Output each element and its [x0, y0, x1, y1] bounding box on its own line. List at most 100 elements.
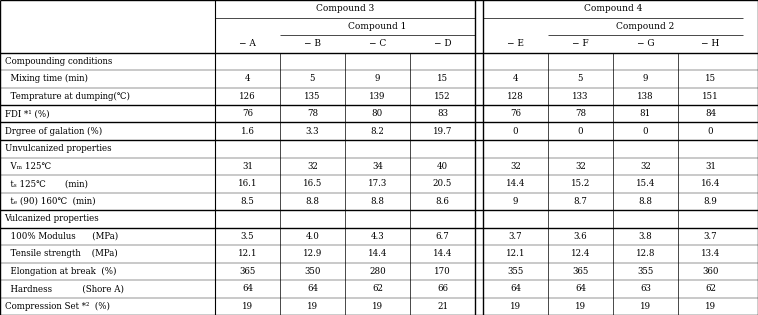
- Text: 135: 135: [304, 92, 321, 101]
- Text: 1.6: 1.6: [240, 127, 255, 136]
- Text: 6.7: 6.7: [436, 232, 449, 241]
- Text: 152: 152: [434, 92, 451, 101]
- Text: 4.0: 4.0: [305, 232, 319, 241]
- Text: 0: 0: [708, 127, 713, 136]
- Text: 16.1: 16.1: [238, 179, 257, 188]
- Text: 63: 63: [640, 284, 651, 293]
- Text: Compound 3: Compound 3: [316, 4, 374, 13]
- Text: Hardness           (Shore A): Hardness (Shore A): [5, 284, 124, 293]
- Text: 8.9: 8.9: [703, 197, 717, 206]
- Text: 9: 9: [374, 74, 381, 83]
- Text: 12.1: 12.1: [238, 249, 257, 258]
- Text: 170: 170: [434, 267, 451, 276]
- Text: 84: 84: [705, 109, 716, 118]
- Text: Vₘ 125℃: Vₘ 125℃: [5, 162, 51, 171]
- Text: 19: 19: [242, 302, 253, 311]
- Text: 31: 31: [705, 162, 716, 171]
- Text: 62: 62: [705, 284, 716, 293]
- Text: − D: − D: [434, 39, 451, 48]
- Text: 66: 66: [437, 284, 448, 293]
- Text: 12.9: 12.9: [302, 249, 322, 258]
- Text: tₑ (90) 160℃  (min): tₑ (90) 160℃ (min): [5, 197, 96, 206]
- Text: 8.8: 8.8: [371, 197, 384, 206]
- Text: 4: 4: [245, 74, 250, 83]
- Text: 83: 83: [437, 109, 448, 118]
- Text: Mixing time (min): Mixing time (min): [5, 74, 87, 83]
- Text: Compound 4: Compound 4: [584, 4, 642, 13]
- Text: 8.8: 8.8: [638, 197, 653, 206]
- Text: 32: 32: [575, 162, 586, 171]
- Text: tₛ 125℃       (min): tₛ 125℃ (min): [5, 179, 87, 188]
- Text: 40: 40: [437, 162, 448, 171]
- Text: − A: − A: [239, 39, 256, 48]
- Text: 19: 19: [575, 302, 586, 311]
- Text: Unvulcanized properties: Unvulcanized properties: [5, 144, 111, 153]
- Text: 64: 64: [242, 284, 253, 293]
- Text: 3.3: 3.3: [305, 127, 319, 136]
- Text: 78: 78: [307, 109, 318, 118]
- Text: Compounding conditions: Compounding conditions: [5, 57, 112, 66]
- Text: 16.4: 16.4: [701, 179, 720, 188]
- Text: 19: 19: [640, 302, 651, 311]
- Text: 350: 350: [304, 267, 321, 276]
- Text: 64: 64: [575, 284, 586, 293]
- Text: 64: 64: [307, 284, 318, 293]
- Text: 13.4: 13.4: [701, 249, 720, 258]
- Text: 34: 34: [372, 162, 383, 171]
- Text: 19: 19: [372, 302, 383, 311]
- Text: 19: 19: [510, 302, 521, 311]
- Text: 19: 19: [307, 302, 318, 311]
- Text: 4: 4: [512, 74, 518, 83]
- Text: 100% Modulus      (MPa): 100% Modulus (MPa): [5, 232, 117, 241]
- Text: 62: 62: [372, 284, 383, 293]
- Text: − H: − H: [701, 39, 719, 48]
- Text: 14.4: 14.4: [506, 179, 525, 188]
- Text: 128: 128: [507, 92, 524, 101]
- Text: 139: 139: [369, 92, 386, 101]
- Text: 3.7: 3.7: [509, 232, 522, 241]
- Text: 3.7: 3.7: [703, 232, 717, 241]
- Text: 15: 15: [437, 74, 448, 83]
- Text: Compound 1: Compound 1: [349, 22, 407, 31]
- Text: 138: 138: [637, 92, 654, 101]
- Text: 32: 32: [510, 162, 521, 171]
- Text: 4.3: 4.3: [371, 232, 384, 241]
- Text: 5: 5: [310, 74, 315, 83]
- Text: Tensile strength    (MPa): Tensile strength (MPa): [5, 249, 117, 258]
- Text: 17.3: 17.3: [368, 179, 387, 188]
- Text: 8.5: 8.5: [240, 197, 255, 206]
- Text: 12.1: 12.1: [506, 249, 525, 258]
- Text: 133: 133: [572, 92, 589, 101]
- Text: 80: 80: [372, 109, 383, 118]
- Text: 76: 76: [242, 109, 253, 118]
- Text: Compression Set *²  (%): Compression Set *² (%): [5, 302, 110, 311]
- Text: 19.7: 19.7: [433, 127, 453, 136]
- Text: 9: 9: [512, 197, 518, 206]
- Text: 32: 32: [640, 162, 651, 171]
- Text: 360: 360: [702, 267, 719, 276]
- Text: 0: 0: [643, 127, 648, 136]
- Text: 8.2: 8.2: [371, 127, 384, 136]
- Text: 3.6: 3.6: [574, 232, 587, 241]
- Text: 78: 78: [575, 109, 586, 118]
- Text: 21: 21: [437, 302, 448, 311]
- Text: 8.7: 8.7: [574, 197, 587, 206]
- Text: − G: − G: [637, 39, 654, 48]
- Text: 20.5: 20.5: [433, 179, 453, 188]
- Text: 3.8: 3.8: [639, 232, 653, 241]
- Text: 14.4: 14.4: [433, 249, 453, 258]
- Text: − C: − C: [369, 39, 386, 48]
- Text: 15.4: 15.4: [636, 179, 655, 188]
- Text: Drgree of galation (%): Drgree of galation (%): [5, 127, 102, 136]
- Text: 0: 0: [512, 127, 518, 136]
- Text: Elongation at break  (%): Elongation at break (%): [5, 267, 116, 276]
- Text: 12.8: 12.8: [636, 249, 655, 258]
- Text: 14.4: 14.4: [368, 249, 387, 258]
- Text: 280: 280: [369, 267, 386, 276]
- Text: 15: 15: [705, 74, 716, 83]
- Text: − B: − B: [304, 39, 321, 48]
- Text: 365: 365: [572, 267, 589, 276]
- Text: 355: 355: [637, 267, 653, 276]
- Text: 12.4: 12.4: [571, 249, 590, 258]
- Text: − E: − E: [507, 39, 524, 48]
